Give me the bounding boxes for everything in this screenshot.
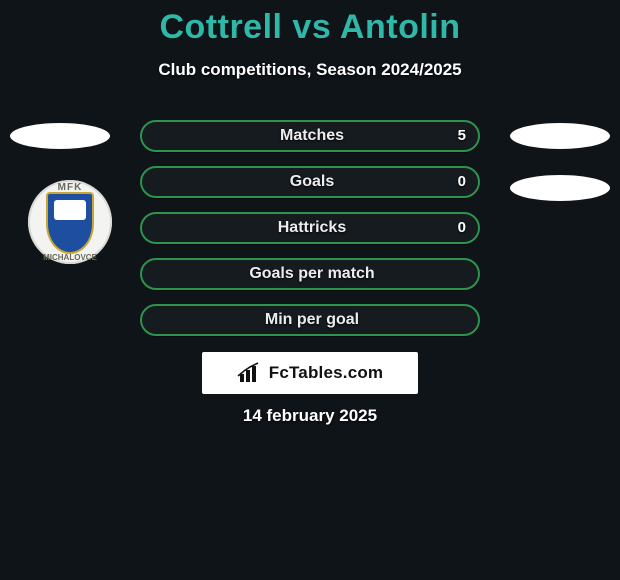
badge-shield-icon [46,192,94,254]
stat-row-min-per-goal: Min per goal [140,304,480,336]
subtitle: Club competitions, Season 2024/2025 [0,60,620,80]
stat-label: Min per goal [142,306,482,338]
stat-row-matches: Matches 5 [140,120,480,152]
stat-right-value: 0 [458,214,466,246]
bar-chart-icon [237,362,263,384]
left-player-avatar-placeholder [10,123,110,149]
stat-right-value: 5 [458,122,466,154]
brand-text: FcTables.com [269,363,384,383]
comparison-card: Cottrell vs Antolin Club competitions, S… [0,0,620,580]
brand-watermark: FcTables.com [202,352,418,394]
left-player-club-badge: MFK MICHALOVCE [28,180,112,264]
right-player-avatar-placeholder [510,123,610,149]
stat-row-goals: Goals 0 [140,166,480,198]
stat-right-value: 0 [458,168,466,200]
stat-label: Hattricks [142,214,482,246]
right-player-club-placeholder [510,175,610,201]
stat-row-hattricks: Hattricks 0 [140,212,480,244]
stat-row-goals-per-match: Goals per match [140,258,480,290]
generated-date: 14 february 2025 [0,406,620,426]
page-title: Cottrell vs Antolin [0,8,620,47]
stat-label: Matches [142,122,482,154]
badge-text-bottom: MICHALOVCE [28,253,112,262]
stat-label: Goals per match [142,260,482,292]
stat-label: Goals [142,168,482,200]
